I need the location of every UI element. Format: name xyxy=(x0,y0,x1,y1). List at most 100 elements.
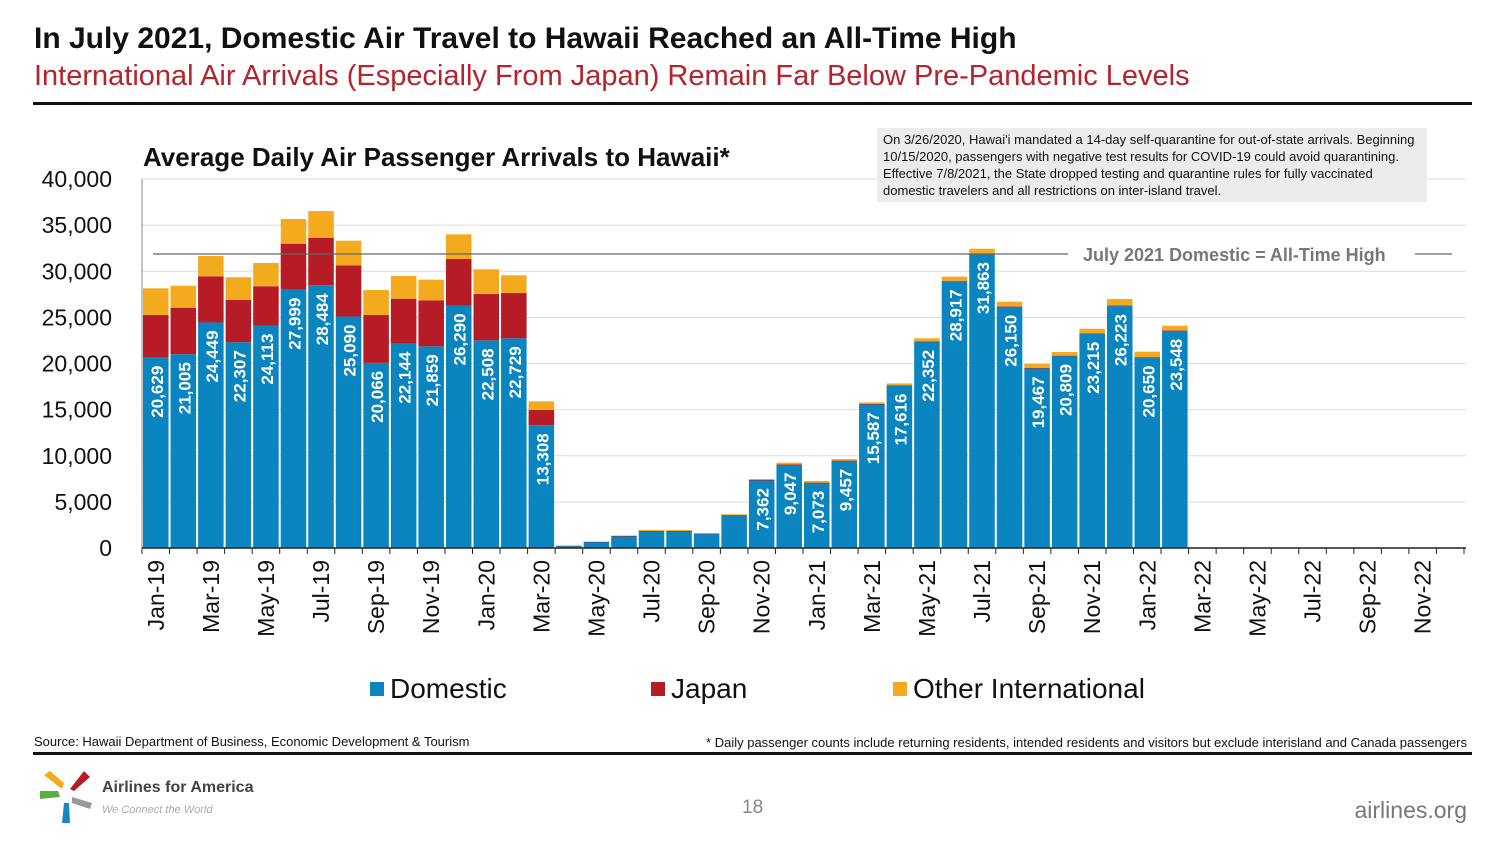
data-label-domestic: 31,863 xyxy=(974,262,993,314)
data-label-domestic: 26,150 xyxy=(1002,315,1021,367)
website-link[interactable]: airlines.org xyxy=(1354,797,1468,823)
bar-japan xyxy=(253,286,279,326)
bar-other-international xyxy=(804,480,830,483)
bar-domestic xyxy=(253,325,279,548)
y-tick-label: 5,000 xyxy=(54,489,112,515)
data-label-domestic: 24,113 xyxy=(258,334,277,385)
legend-label: Japan xyxy=(671,673,748,704)
bar-domestic xyxy=(280,289,307,548)
data-label-domestic: 20,629 xyxy=(148,366,167,418)
bar-other-international xyxy=(1079,328,1105,334)
data-label-domestic: 26,223 xyxy=(1112,314,1131,366)
bar-other-international xyxy=(914,338,940,342)
bar-japan xyxy=(170,307,197,355)
chart-title: Average Daily Air Passenger Arrivals to … xyxy=(143,142,731,172)
data-label-domestic: 21,005 xyxy=(175,362,194,414)
data-label-domestic: 20,809 xyxy=(1057,364,1076,416)
bar-other-international xyxy=(308,211,334,238)
bar-domestic xyxy=(1134,357,1161,548)
x-tick-label: Sep-21 xyxy=(1024,560,1050,634)
x-tick-label: Nov-21 xyxy=(1079,560,1105,634)
data-label-domestic: 9,457 xyxy=(836,469,855,512)
bar-other-international xyxy=(143,288,169,315)
data-label-domestic: 20,650 xyxy=(1139,366,1158,418)
bar-other-international xyxy=(198,256,224,277)
legend-item-other-international: Other International xyxy=(893,673,1145,705)
bar-other-international xyxy=(501,275,527,294)
bar-japan xyxy=(1162,330,1188,331)
bar-japan xyxy=(473,294,500,341)
bar-japan xyxy=(611,535,637,537)
bar-other-international xyxy=(363,290,389,316)
data-label-domestic: 27,999 xyxy=(285,298,304,350)
bar-domestic xyxy=(886,385,913,548)
bar-domestic xyxy=(721,515,747,548)
bar-other-international xyxy=(969,248,995,254)
bar-domestic xyxy=(804,482,830,548)
legend-label: Other International xyxy=(913,673,1145,704)
data-label-domestic: 15,587 xyxy=(864,412,883,464)
bar-domestic xyxy=(776,464,802,548)
bar-domestic xyxy=(198,322,224,548)
bar-other-international xyxy=(390,276,417,299)
x-tick-label: Nov-22 xyxy=(1410,560,1436,634)
data-label-domestic: 9,047 xyxy=(781,473,800,516)
bar-domestic xyxy=(501,338,527,548)
bar-domestic xyxy=(418,346,444,548)
bar-other-international xyxy=(996,301,1023,307)
bar-domestic xyxy=(225,342,252,548)
bar-other-international xyxy=(776,462,802,465)
legend-item-japan: Japan xyxy=(651,673,747,705)
data-label-domestic: 13,308 xyxy=(533,433,552,485)
bar-domestic xyxy=(914,341,940,548)
bar-japan xyxy=(1134,357,1161,358)
x-tick-label: Jul-21 xyxy=(969,560,995,623)
bar-japan xyxy=(804,482,830,484)
bar-domestic xyxy=(969,254,995,548)
bar-other-international xyxy=(583,541,610,542)
bar-domestic xyxy=(1079,333,1105,548)
bar-domestic xyxy=(941,281,968,548)
bar-japan xyxy=(748,479,775,481)
x-tick-label: Jan-22 xyxy=(1134,560,1160,630)
bar-domestic xyxy=(473,340,500,548)
bar-other-international xyxy=(280,219,307,244)
x-tick-label: Jul-20 xyxy=(639,560,665,623)
bar-other-international xyxy=(721,514,747,516)
header-divider xyxy=(33,102,1472,105)
x-tick-label: May-21 xyxy=(914,560,940,637)
data-label-domestic: 24,449 xyxy=(203,330,222,382)
bar-japan xyxy=(776,464,802,465)
bar-other-international xyxy=(1162,325,1188,331)
bar-japan xyxy=(280,243,307,290)
x-tick-label: Jan-21 xyxy=(804,560,830,630)
bar-japan xyxy=(1079,333,1105,334)
x-tick-label: May-19 xyxy=(253,560,279,637)
bar-other-international xyxy=(473,269,500,295)
data-label-domestic: 20,066 xyxy=(368,371,387,423)
x-tick-label: Jul-19 xyxy=(308,560,334,623)
bar-japan xyxy=(1051,355,1078,357)
bar-domestic xyxy=(666,530,692,548)
bar-japan xyxy=(914,341,940,343)
bar-domestic xyxy=(390,343,417,548)
bar-domestic xyxy=(363,362,389,548)
x-tick-label: Mar-19 xyxy=(198,560,224,633)
x-tick-label: Jan-19 xyxy=(143,560,169,630)
bar-domestic xyxy=(611,536,637,548)
bar-other-international xyxy=(418,279,444,301)
data-label-domestic: 7,073 xyxy=(809,491,828,534)
bar-other-international xyxy=(445,234,472,259)
data-label-domestic: 17,616 xyxy=(891,393,910,445)
bar-japan xyxy=(501,293,527,339)
bar-domestic xyxy=(1051,356,1078,548)
bar-japan xyxy=(335,265,362,317)
bar-other-international xyxy=(611,535,637,537)
bar-japan xyxy=(143,314,169,358)
bar-japan xyxy=(528,410,555,426)
bar-domestic xyxy=(1106,306,1133,548)
data-label-domestic: 28,484 xyxy=(313,293,332,346)
bar-other-international xyxy=(225,277,252,300)
bar-other-international xyxy=(1106,298,1133,306)
x-tick-label: Sep-19 xyxy=(363,560,389,634)
